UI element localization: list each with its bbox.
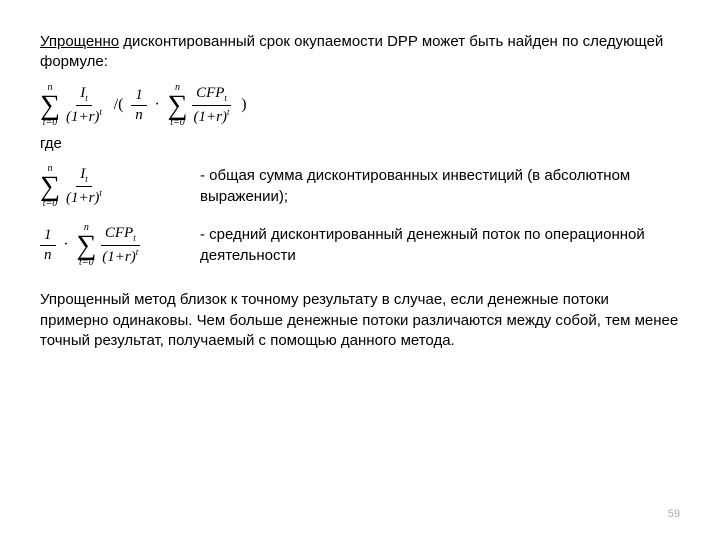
def2-text: - средний дисконтированный денежный пото… [200, 225, 680, 266]
def1-text: - общая сумма дисконтированных инвестици… [200, 166, 680, 207]
page-number: 59 [668, 507, 680, 522]
main-formula: n ∑ t=0 It (1+r)t /( 1 n · n ∑ t=0 CFPt … [40, 83, 680, 128]
definition-row-1: n ∑ t=0 It (1+r)t - общая сумма дисконти… [40, 164, 680, 209]
closing-paragraph: Упрощенный метод близок к точному резуль… [40, 290, 680, 351]
def2-formula: 1 n · n ∑ t=0 CFPt (1+r)t [40, 223, 200, 268]
def1-formula: n ∑ t=0 It (1+r)t [40, 164, 200, 209]
intro-rest: дисконтированный срок окупаемости DPP мо… [40, 33, 663, 70]
intro-underline: Упрощенно [40, 33, 119, 50]
intro-paragraph: Упрощенно дисконтированный срок окупаемо… [40, 32, 680, 73]
where-label: где [40, 134, 680, 154]
definition-row-2: 1 n · n ∑ t=0 CFPt (1+r)t - средний диск… [40, 223, 680, 268]
